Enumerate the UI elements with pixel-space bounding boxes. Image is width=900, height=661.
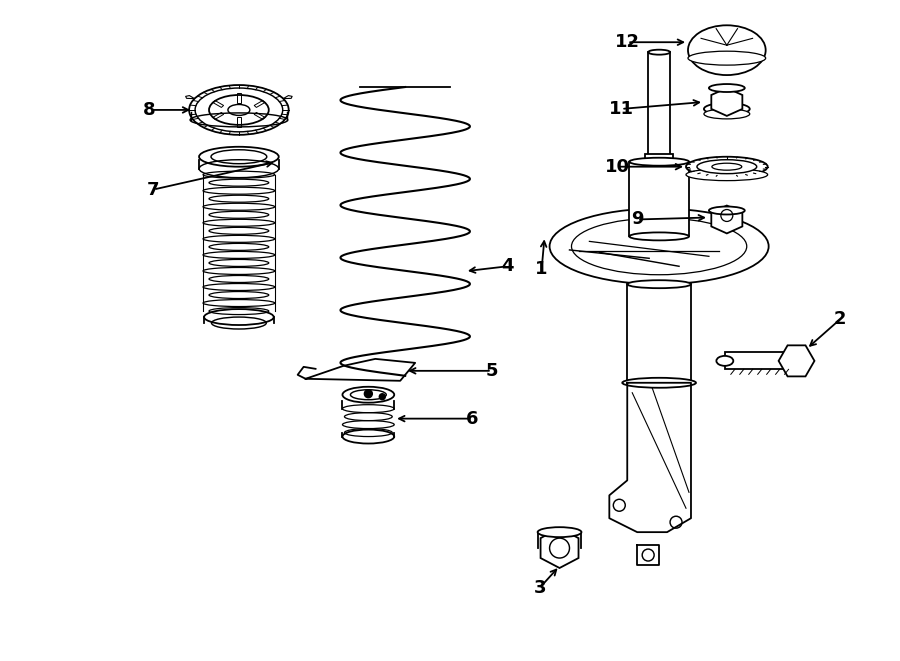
Bar — [629, 162, 689, 237]
Polygon shape — [541, 528, 579, 568]
Ellipse shape — [622, 378, 696, 388]
Polygon shape — [306, 359, 415, 381]
Ellipse shape — [716, 356, 734, 366]
Text: 1: 1 — [536, 260, 548, 278]
Ellipse shape — [550, 208, 769, 284]
Ellipse shape — [686, 157, 768, 176]
Ellipse shape — [709, 206, 745, 214]
Text: 7: 7 — [147, 180, 159, 198]
Ellipse shape — [686, 169, 768, 180]
Ellipse shape — [697, 160, 757, 174]
Polygon shape — [711, 88, 742, 116]
Ellipse shape — [648, 50, 670, 55]
Ellipse shape — [537, 527, 581, 537]
Ellipse shape — [688, 51, 766, 65]
Bar — [648, 52, 670, 157]
Polygon shape — [609, 383, 691, 532]
Text: 5: 5 — [486, 362, 498, 380]
Text: 3: 3 — [534, 579, 546, 597]
Bar — [724, 352, 796, 369]
Ellipse shape — [704, 109, 750, 119]
Text: 6: 6 — [465, 410, 478, 428]
Ellipse shape — [629, 158, 689, 166]
Text: 4: 4 — [501, 257, 514, 275]
Text: 2: 2 — [834, 310, 847, 328]
Ellipse shape — [688, 25, 766, 75]
Ellipse shape — [645, 159, 673, 165]
Text: 11: 11 — [608, 100, 634, 118]
Circle shape — [364, 390, 373, 398]
Bar — [645, 154, 673, 162]
Ellipse shape — [629, 233, 689, 241]
Text: 12: 12 — [615, 33, 640, 51]
Circle shape — [379, 394, 385, 400]
Text: 10: 10 — [605, 158, 630, 176]
Ellipse shape — [704, 103, 750, 115]
Text: 9: 9 — [631, 210, 644, 229]
Text: 8: 8 — [143, 101, 156, 119]
Bar — [627, 284, 691, 383]
Polygon shape — [711, 206, 742, 233]
Polygon shape — [778, 345, 814, 376]
Ellipse shape — [709, 84, 745, 92]
Polygon shape — [637, 545, 659, 565]
Ellipse shape — [627, 280, 691, 288]
